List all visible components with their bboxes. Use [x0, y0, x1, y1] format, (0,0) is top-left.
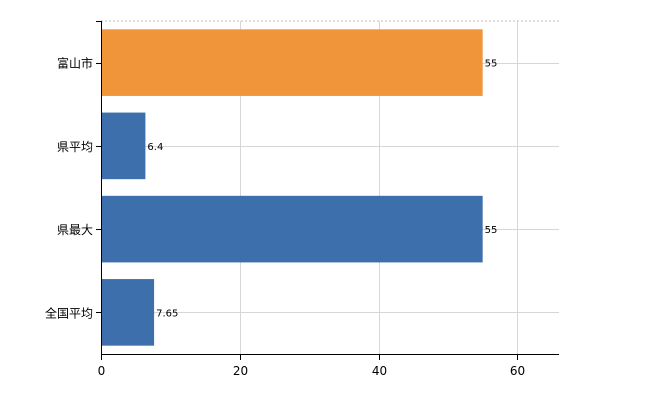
category-label-3: 全国平均	[45, 305, 93, 320]
x-tick-label-1: 20	[233, 364, 248, 378]
category-label-0: 富山市	[57, 56, 93, 71]
data-label-2: 55	[485, 225, 498, 236]
bar-1	[101, 112, 146, 180]
x-tick-label-2: 40	[372, 364, 387, 378]
category-label-2: 県最大	[57, 223, 93, 237]
data-label-1: 6.4	[147, 142, 163, 153]
labels: 55 富山市 6.4 県平均 55 県最大 7.65 全国平均 0 20 40 60	[45, 56, 525, 378]
bar-0	[101, 29, 483, 96]
category-label-1: 県平均	[57, 140, 93, 154]
bar-2	[101, 195, 483, 263]
data-label-3: 7.65	[156, 308, 178, 319]
axes	[96, 21, 559, 360]
x-tick-label-3: 60	[510, 364, 525, 378]
bars	[101, 29, 483, 346]
bar-3	[101, 279, 155, 346]
x-tick-label-0: 0	[98, 364, 106, 378]
data-label-0: 55	[485, 59, 498, 70]
